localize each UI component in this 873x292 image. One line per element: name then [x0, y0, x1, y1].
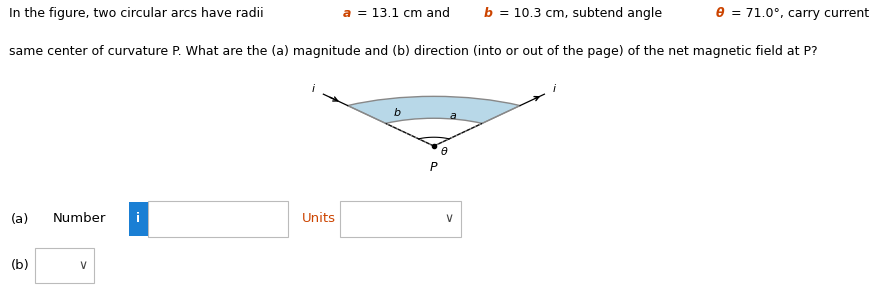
Text: P: P: [430, 161, 437, 174]
Text: Units: Units: [302, 213, 336, 225]
FancyBboxPatch shape: [35, 248, 94, 283]
Text: ∨: ∨: [79, 259, 87, 272]
Text: ∨: ∨: [445, 213, 454, 225]
Text: In the figure, two circular arcs have radii: In the figure, two circular arcs have ra…: [9, 7, 267, 20]
Text: same center of curvature P. What are the (a) magnitude and (b) direction (into o: same center of curvature P. What are the…: [9, 45, 817, 58]
Wedge shape: [347, 96, 520, 146]
FancyBboxPatch shape: [340, 201, 461, 237]
Text: (a): (a): [10, 213, 29, 225]
Text: (b): (b): [10, 259, 29, 272]
Text: a: a: [342, 7, 351, 20]
Text: θ: θ: [716, 7, 725, 20]
Text: i: i: [312, 84, 315, 94]
Text: a: a: [450, 111, 457, 121]
Text: i: i: [553, 84, 556, 94]
Wedge shape: [386, 118, 482, 146]
Text: b: b: [394, 108, 401, 118]
Text: Number: Number: [52, 213, 106, 225]
Text: = 10.3 cm, subtend angle: = 10.3 cm, subtend angle: [495, 7, 666, 20]
Text: = 71.0°, carry current: = 71.0°, carry current: [727, 7, 873, 20]
FancyBboxPatch shape: [129, 202, 148, 236]
Text: i: i: [136, 213, 141, 225]
FancyBboxPatch shape: [148, 201, 288, 237]
Text: b: b: [484, 7, 492, 20]
Text: θ: θ: [441, 147, 448, 157]
Text: = 13.1 cm and: = 13.1 cm and: [354, 7, 454, 20]
